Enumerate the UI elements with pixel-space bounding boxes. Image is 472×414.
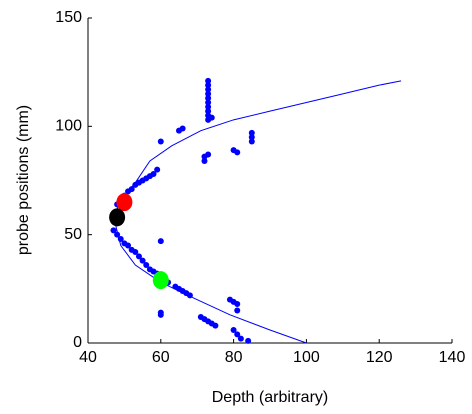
point [230, 327, 237, 333]
point [205, 82, 212, 89]
highlight-point [116, 193, 133, 212]
x-tick-label: 100 [293, 349, 320, 366]
point [248, 134, 255, 141]
point [234, 331, 241, 338]
highlight-point [152, 271, 169, 290]
y-tick-label: 100 [55, 118, 82, 135]
point [212, 322, 219, 329]
x-tick-label: 120 [366, 349, 393, 366]
point [125, 242, 132, 249]
point [248, 138, 255, 145]
y-axis-label: probe positions (mm) [15, 105, 32, 255]
point [205, 99, 212, 106]
line [114, 80, 402, 344]
point [234, 149, 241, 156]
point [157, 309, 164, 316]
x-tick-label: 80 [225, 349, 243, 366]
y-tick-label: 0 [73, 334, 82, 351]
point [157, 138, 164, 145]
point [201, 158, 208, 164]
point [237, 335, 244, 342]
point [157, 238, 164, 245]
point [205, 103, 212, 110]
point [132, 249, 139, 255]
point [234, 301, 241, 307]
x-axis-label: Depth (arbitrary) [212, 389, 328, 406]
point [110, 227, 117, 234]
point [205, 77, 212, 84]
point [139, 257, 146, 264]
point [128, 186, 135, 193]
highlight-point [109, 208, 126, 227]
x-tick-label: 60 [152, 349, 170, 366]
point [179, 125, 186, 132]
point [143, 262, 150, 268]
point [205, 151, 212, 158]
point [205, 90, 212, 97]
point [154, 166, 161, 173]
point [245, 337, 252, 344]
point [205, 95, 212, 102]
point [248, 129, 255, 136]
point [205, 86, 212, 93]
y-tick-label: 50 [64, 226, 82, 243]
y-tick-label: 150 [55, 9, 82, 26]
point [234, 307, 241, 314]
point [205, 108, 212, 115]
point [135, 253, 142, 260]
point [150, 171, 157, 177]
x-tick-label: 40 [79, 349, 97, 366]
x-tick-label: 140 [439, 349, 466, 366]
point [208, 114, 215, 121]
